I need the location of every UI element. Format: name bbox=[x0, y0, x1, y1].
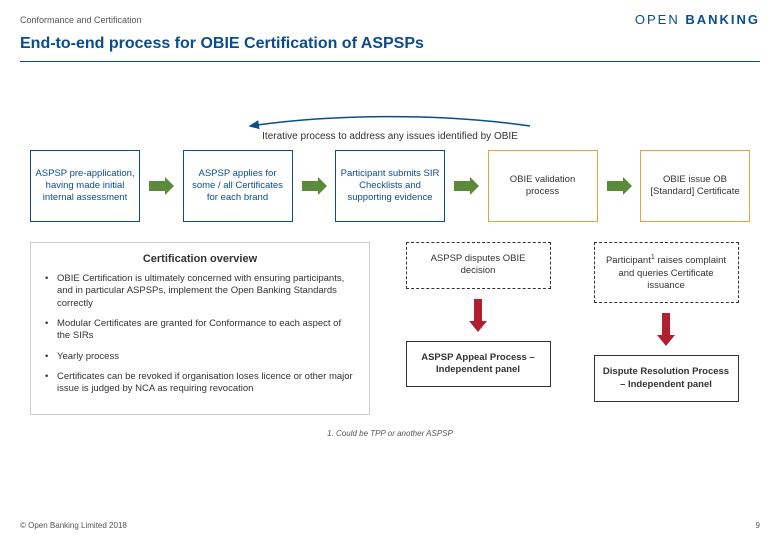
overview-item: Certificates can be revoked if organisat… bbox=[45, 371, 355, 396]
arrow-icon bbox=[147, 176, 175, 196]
divider bbox=[20, 61, 760, 62]
arrow-icon bbox=[452, 176, 480, 196]
stage-issue: OBIE issue OB [Standard] Certificate bbox=[640, 150, 750, 222]
page-title: End-to-end process for OBIE Certificatio… bbox=[0, 31, 780, 61]
lower-row: Certification overview OBIE Certificatio… bbox=[0, 242, 780, 415]
resolution-box: Dispute Resolution Process – Independent… bbox=[594, 355, 739, 402]
dispute-area: ASPSP disputes OBIE decision ASPSP Appea… bbox=[394, 242, 750, 415]
flow-row: ASPSP pre-application, having made initi… bbox=[0, 150, 780, 222]
copyright: © Open Banking Limited 2018 bbox=[20, 521, 127, 530]
logo: OPEN BANKING bbox=[635, 12, 760, 27]
header: Conformance and Certification OPEN BANKI… bbox=[0, 0, 780, 31]
iterative-label: Iterative process to address any issues … bbox=[0, 131, 780, 142]
stage-apply: ASPSP applies for some / all Certificate… bbox=[183, 150, 293, 222]
overview-item: Yearly process bbox=[45, 351, 355, 363]
overview-item: OBIE Certification is ultimately concern… bbox=[45, 273, 355, 310]
appeal-box: ASPSP Appeal Process – Independent panel bbox=[406, 341, 551, 388]
stage-submit: Participant submits SIR Checklists and s… bbox=[335, 150, 445, 222]
page-number: 9 bbox=[756, 521, 760, 530]
arrow-down-icon bbox=[656, 311, 676, 347]
footnote: 1. Could be TPP or another ASPSP bbox=[0, 429, 780, 438]
arrow-down-icon bbox=[468, 297, 488, 333]
dispute-aspsp: ASPSP disputes OBIE decision bbox=[406, 242, 551, 289]
overview-item: Modular Certificates are granted for Con… bbox=[45, 318, 355, 343]
arrow-icon bbox=[605, 176, 633, 196]
dispute-participant: Participant1 raises complaint and querie… bbox=[594, 242, 739, 303]
overview-heading: Certification overview bbox=[45, 253, 355, 265]
overview-box: Certification overview OBIE Certificatio… bbox=[30, 242, 370, 415]
stage-validate: OBIE validation process bbox=[488, 150, 598, 222]
stage-preapp: ASPSP pre-application, having made initi… bbox=[30, 150, 140, 222]
breadcrumb: Conformance and Certification bbox=[20, 15, 142, 25]
arrow-icon bbox=[300, 176, 328, 196]
footer: © Open Banking Limited 2018 9 bbox=[20, 521, 760, 530]
